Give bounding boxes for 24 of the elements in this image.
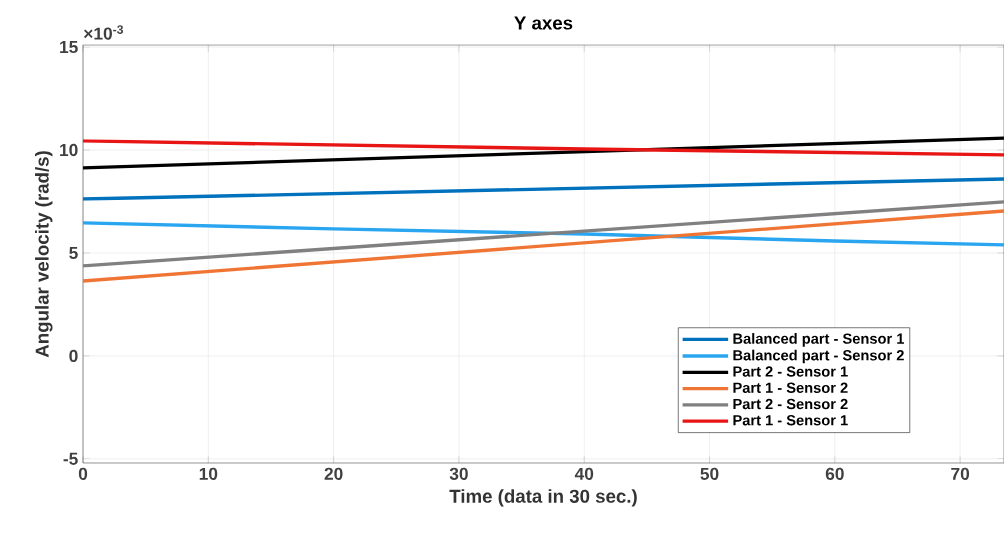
legend-label: Part 2 - Sensor 1: [733, 366, 848, 377]
legend-label: Balanced part - Sensor 2: [733, 349, 904, 364]
y-tick-label: 0: [69, 349, 78, 363]
x-tick-label: 10: [199, 467, 218, 480]
y-tick-label: -5: [63, 452, 78, 465]
x-tick-label: 40: [574, 467, 594, 480]
x-tick-label: 0: [78, 467, 88, 480]
legend-label: Part 1 - Sensor 1: [733, 415, 848, 426]
chart-title: Y axes: [514, 16, 573, 30]
x-tick-label: 30: [449, 467, 468, 480]
x-tick-label: 50: [700, 467, 719, 480]
y-tick-label: 5: [69, 246, 78, 259]
legend-label: Part 1 - Sensor 2: [733, 382, 848, 393]
x-tick-label: 60: [825, 467, 844, 480]
line-series: [83, 221, 1004, 247]
x-axis-title: Time (data in 30 sec.): [449, 489, 637, 507]
y-axis-title: Angular velocity (rad/s): [35, 151, 53, 358]
y-tick-label: 10: [60, 143, 78, 157]
x-tick-label: 70: [951, 467, 970, 480]
legend-label: Part 2 - Sensor 2: [733, 398, 848, 410]
legend-label: Balanced part - Sensor 1: [733, 333, 905, 347]
text: ×10$^{-3}$: [84, 25, 124, 40]
y-tick-label: 15: [60, 41, 78, 54]
x-tick-label: 20: [324, 467, 343, 480]
